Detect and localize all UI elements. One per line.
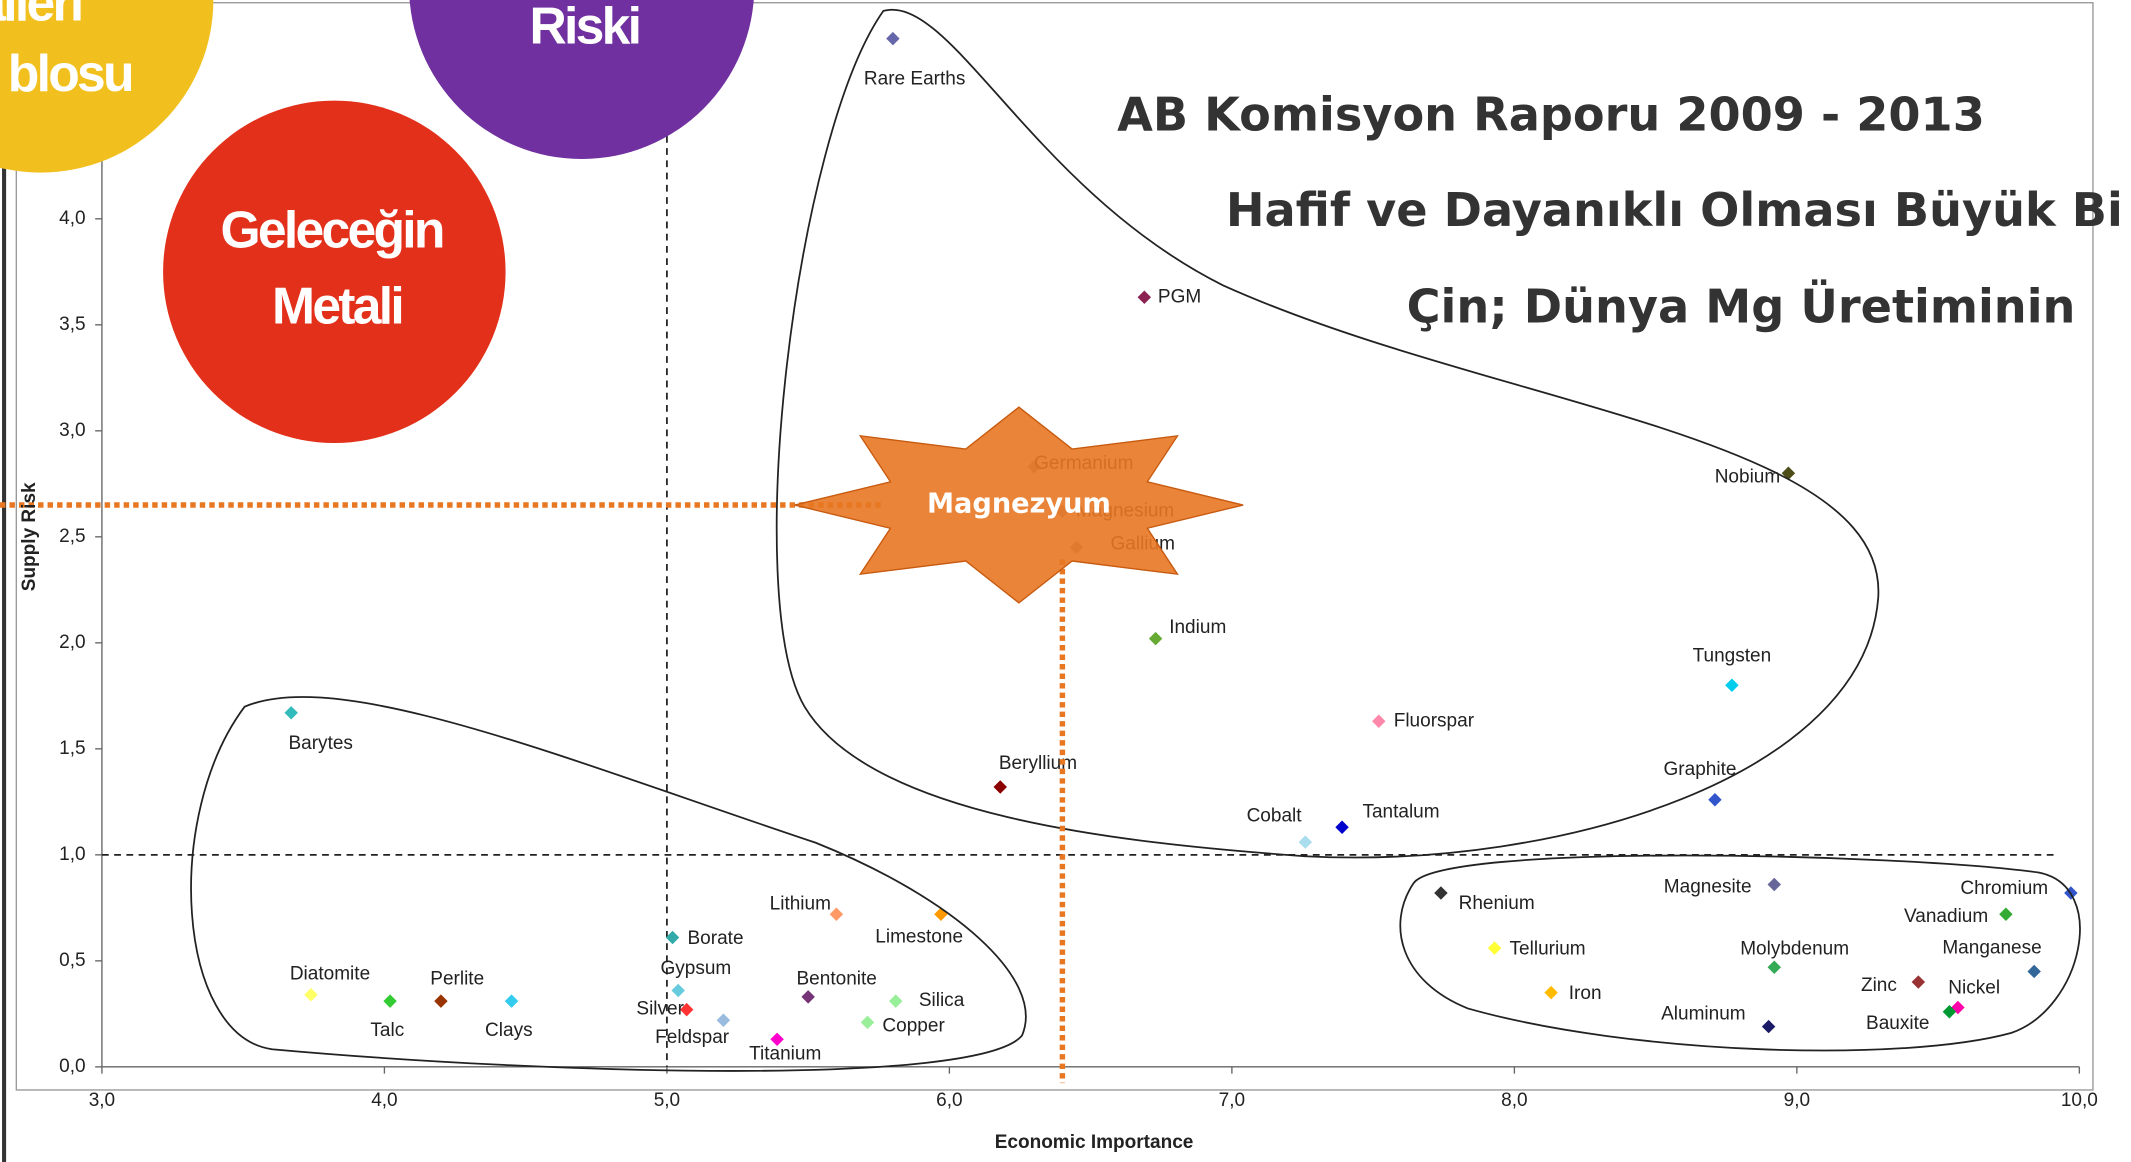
point-label: Chromium [1960, 878, 2048, 899]
y-tick-label: 2,0 [59, 632, 85, 653]
point-label: Titanium [749, 1043, 821, 1064]
badge-circle [163, 101, 505, 443]
x-axis-title: Economic Importance [995, 1132, 1194, 1153]
point-label: Cobalt [1247, 805, 1303, 826]
y-tick-label: 3,5 [59, 314, 85, 335]
point-label: Iron [1569, 983, 1602, 1004]
y-tick-label: 1,0 [59, 844, 85, 865]
point-label: Zinc [1861, 975, 1897, 996]
x-tick-label: 3,0 [89, 1090, 115, 1111]
x-tick-label: 5,0 [654, 1090, 680, 1111]
headline: Çin; Dünya Mg Üretiminin [1407, 279, 2076, 333]
point-label: Tellurium [1510, 939, 1586, 960]
point-label: Magnesite [1664, 876, 1752, 897]
point-label: Graphite [1664, 759, 1737, 780]
x-tick-label: 7,0 [1219, 1090, 1245, 1111]
point-label: Molybdenum [1740, 939, 1849, 960]
chart: 0,0 0,5 1,0 1,5 2,0 2,5 3,0 3,5 4,0 3,0 4,0 5,0 6,0 7… [0, 0, 2131, 1162]
point-label: Tungsten [1693, 646, 1772, 667]
point-label: Aluminum [1661, 1003, 1746, 1024]
badge-text: Metali [272, 277, 402, 335]
x-tick-label: 8,0 [1501, 1090, 1527, 1111]
x-tick-label: 10,0 [2061, 1090, 2098, 1111]
point-label: Barytes [288, 733, 352, 754]
point-label: Tantalum [1362, 801, 1439, 822]
point-label: Clays [485, 1020, 533, 1041]
y-axis-title: Supply Risk [19, 482, 40, 591]
point-label: Rare Earths [864, 68, 965, 89]
point-label: Fluorspar [1394, 710, 1475, 731]
point-label: Limestone [875, 926, 963, 947]
point-label: Manganese [1942, 937, 2041, 958]
point-label: Perlite [430, 968, 484, 989]
badge-text: etalleri [0, 0, 82, 31]
y-tick-label: 1,5 [59, 738, 85, 759]
x-tick-label: 4,0 [371, 1090, 397, 1111]
y-tick-label: 0,5 [59, 950, 85, 971]
point-label: Gypsum [660, 958, 731, 979]
point-label: Indium [1169, 617, 1226, 638]
point-label: Feldspar [655, 1027, 730, 1048]
point-label: Bentonite [797, 968, 877, 989]
point-label: Borate [688, 928, 744, 949]
y-tick-label: 2,5 [59, 526, 85, 547]
point-label: Lithium [770, 894, 831, 915]
point-label: Silver [636, 999, 684, 1020]
point-label: Vanadium [1904, 906, 1988, 927]
y-tick-label: 0,0 [59, 1056, 85, 1077]
point-label: Diatomite [290, 963, 370, 984]
headline: AB Komisyon Raporu 2009 - 2013 [1117, 88, 1985, 142]
point-label: Silica [919, 990, 965, 1011]
point-label: Talc [370, 1020, 404, 1041]
highlight-label: Magnezyum [927, 489, 1111, 520]
badge-text: Riski [529, 0, 639, 55]
headline: Hafif ve Dayanıklı Olması Büyük Bi [1226, 183, 2123, 237]
y-tick-label: 4,0 [59, 208, 85, 229]
x-tick-label: 6,0 [936, 1090, 962, 1111]
point-label: PGM [1158, 286, 1201, 307]
y-tick-label: 3,0 [59, 420, 85, 441]
x-tick-label: 9,0 [1784, 1090, 1810, 1111]
point-label: Nickel [1948, 978, 2000, 999]
badge-text: Geleceğin [220, 200, 442, 258]
point-label: Copper [882, 1015, 945, 1036]
point-label: Beryllium [999, 753, 1077, 774]
badge-text: blosu [8, 44, 132, 102]
point-label: Rhenium [1459, 893, 1535, 914]
point-label: Bauxite [1866, 1013, 1929, 1034]
